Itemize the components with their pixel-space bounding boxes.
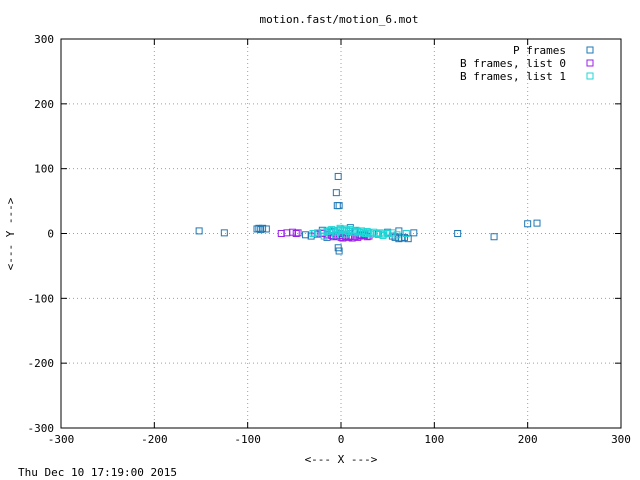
y-tick-label: 100	[34, 163, 54, 176]
data-point	[262, 225, 270, 233]
chart-title: motion.fast/motion_6.mot	[260, 13, 419, 26]
data-point	[395, 227, 403, 235]
series-group	[195, 172, 541, 255]
data-point	[372, 230, 380, 237]
legend-label: B frames, list 0	[460, 57, 566, 70]
data-point	[326, 226, 334, 234]
legend-swatch	[586, 72, 594, 80]
data-point	[195, 227, 203, 235]
axis-ticks: -300 -200 -100 0 100 200 300 -300 -200 -100 0 100 20…	[28, 33, 631, 446]
data-point	[400, 233, 408, 241]
data-point	[402, 230, 410, 237]
data-point	[533, 219, 541, 227]
data-point	[379, 231, 387, 239]
data-point	[454, 230, 462, 237]
data-point	[384, 230, 392, 237]
legend-swatch	[586, 46, 594, 54]
data-point	[333, 202, 341, 210]
x-tick-label: 200	[518, 433, 538, 446]
data-point	[365, 229, 373, 237]
data-point	[259, 224, 267, 232]
x-tick-label: 100	[424, 433, 444, 446]
data-point	[294, 229, 302, 237]
x-tick-label: 0	[338, 433, 345, 446]
x-tick-label: -300	[48, 433, 75, 446]
legend-label: P frames	[513, 44, 566, 57]
data-point	[524, 220, 532, 228]
x-tick-label: 300	[611, 433, 631, 446]
y-tick-label: 200	[34, 98, 54, 111]
y-tick-label: -100	[28, 292, 55, 305]
data-point	[334, 172, 342, 180]
footer-timestamp: Thu Dec 10 17:19:00 2015	[18, 466, 177, 479]
data-point	[388, 229, 396, 237]
data-point	[331, 231, 339, 239]
y-tick-label: -300	[28, 422, 55, 435]
y-tick-label: 300	[34, 33, 54, 46]
data-point	[490, 233, 498, 241]
data-point	[255, 224, 263, 232]
data-point	[314, 229, 322, 237]
data-point	[318, 228, 326, 236]
plot-frame	[60, 38, 622, 429]
data-point	[393, 231, 401, 239]
x-tick-label: -100	[234, 433, 261, 446]
y-tick-label: 0	[47, 228, 54, 241]
series-group	[309, 224, 410, 240]
y-tick-label: -200	[28, 357, 55, 370]
data-point	[404, 235, 412, 243]
data-point	[380, 230, 388, 238]
data-point	[335, 202, 343, 210]
data-point	[335, 247, 343, 255]
data-point	[320, 232, 328, 240]
data-point	[292, 230, 300, 237]
legend-swatch	[586, 59, 594, 67]
data-point	[220, 229, 228, 237]
x-tick-label: -200	[141, 433, 168, 446]
legend-label: B frames, list 1	[460, 70, 566, 83]
x-axis-label: <--- X --->	[305, 453, 378, 466]
y-axis-label: <--- Y --->	[4, 197, 17, 270]
data-point	[410, 229, 418, 237]
data-point	[309, 230, 317, 237]
data-point	[332, 189, 340, 197]
data-points	[195, 172, 541, 255]
data-point	[342, 230, 350, 238]
